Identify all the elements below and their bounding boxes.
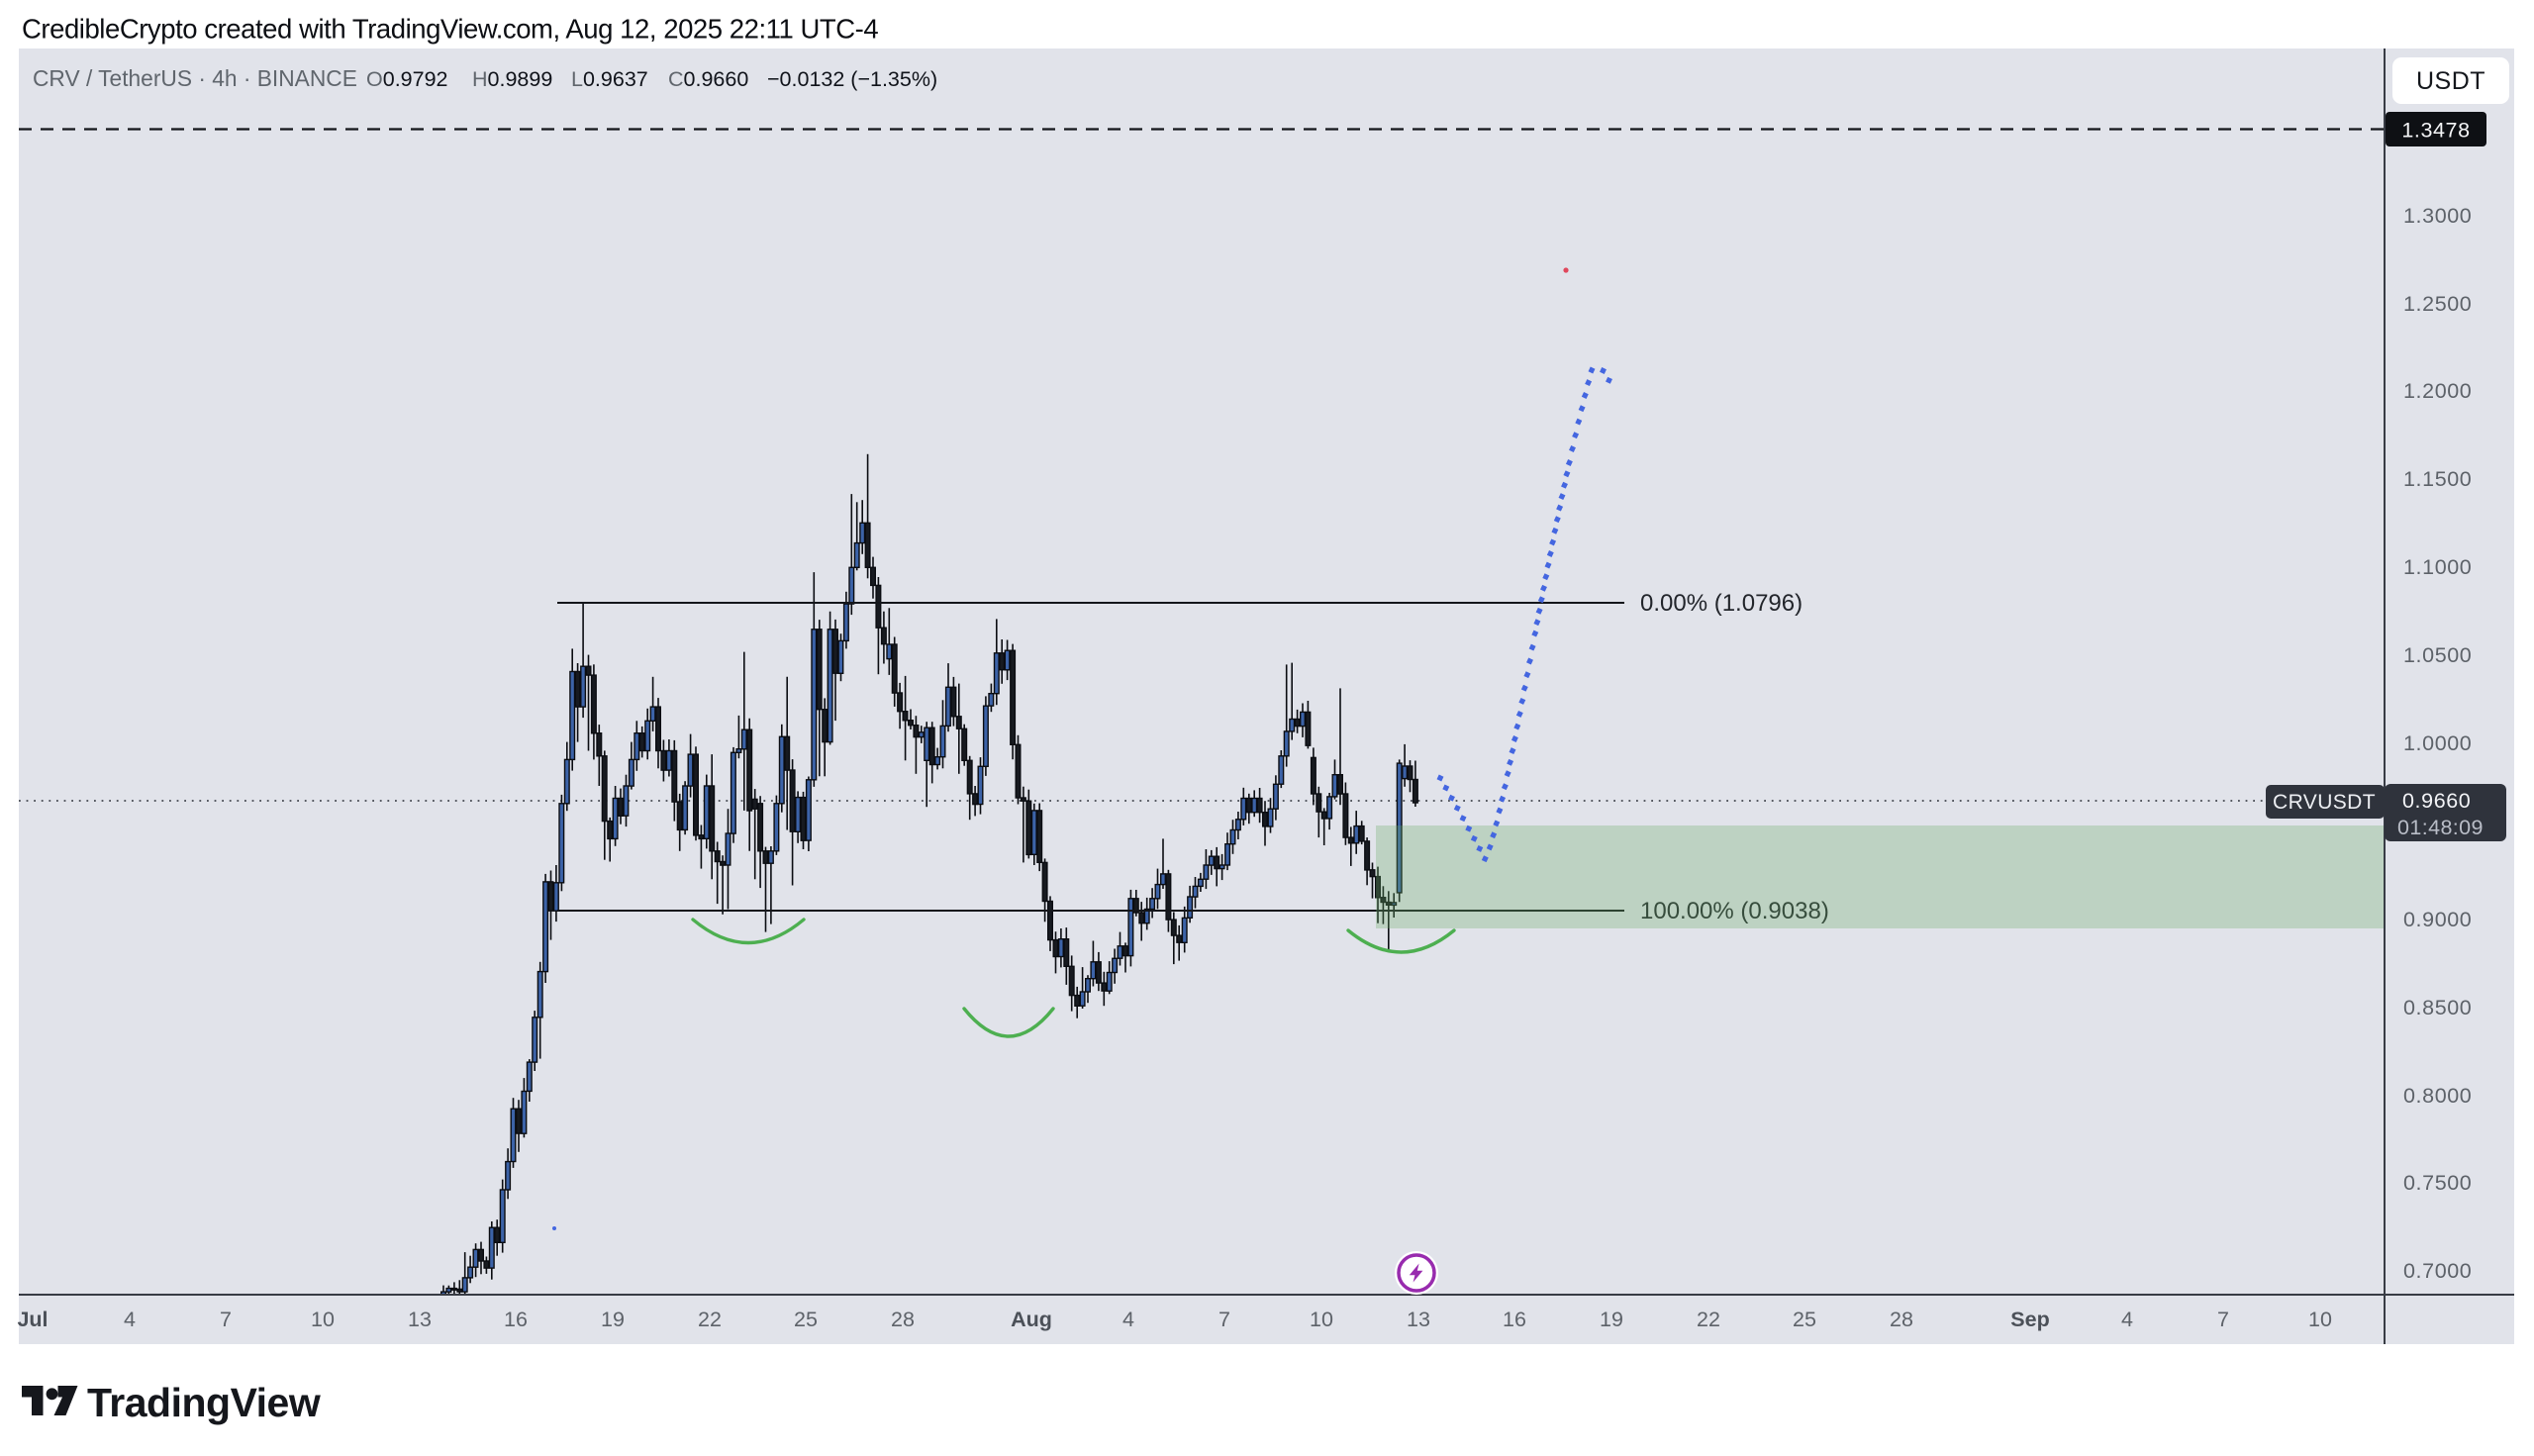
svg-text:16: 16 [504,1308,528,1331]
svg-text:−0.0132 (−1.35%): −0.0132 (−1.35%) [767,67,937,91]
svg-text:1.2000: 1.2000 [2403,379,2472,403]
svg-text:C0.9660: C0.9660 [668,67,748,91]
svg-text:TradingView: TradingView [87,1380,321,1425]
svg-text:H0.9899: H0.9899 [472,67,552,91]
svg-text:1.1500: 1.1500 [2403,467,2472,491]
svg-text:4: 4 [124,1308,136,1331]
svg-text:1.0000: 1.0000 [2403,731,2472,755]
svg-text:Aug: Aug [1011,1308,1052,1331]
svg-text:1.1000: 1.1000 [2403,555,2472,579]
svg-text:USDT: USDT [2416,67,2485,95]
svg-text:10: 10 [1310,1308,1333,1331]
svg-text:19: 19 [601,1308,625,1331]
svg-text:0.8500: 0.8500 [2403,996,2472,1019]
svg-text:4: 4 [1122,1308,1134,1331]
svg-text:10: 10 [2308,1308,2332,1331]
svg-text:25: 25 [794,1308,818,1331]
svg-text:CredibleCrypto created with Tr: CredibleCrypto created with TradingView.… [22,14,878,45]
svg-text:1.3000: 1.3000 [2403,204,2472,228]
svg-text:13: 13 [408,1308,432,1331]
svg-text:4: 4 [2121,1308,2133,1331]
svg-text:0.7000: 0.7000 [2403,1259,2472,1283]
svg-text:0.8000: 0.8000 [2403,1084,2472,1108]
svg-text:1.3478: 1.3478 [2401,119,2470,143]
svg-text:22: 22 [1697,1308,1720,1331]
svg-text:7: 7 [2217,1308,2229,1331]
svg-text:Sep: Sep [2010,1308,2049,1331]
svg-text:O0.9792: O0.9792 [366,67,448,91]
svg-text:22: 22 [698,1308,722,1331]
svg-text:CRV / TetherUS · 4h · BINANCE: CRV / TetherUS · 4h · BINANCE [33,65,357,91]
svg-text:Jul: Jul [17,1308,48,1331]
svg-text:7: 7 [220,1308,232,1331]
svg-text:7: 7 [1218,1308,1230,1331]
svg-text:1.0500: 1.0500 [2403,643,2472,667]
svg-text:10: 10 [311,1308,335,1331]
svg-text:100.00% (0.9038): 100.00% (0.9038) [1640,898,1829,924]
svg-text:28: 28 [1890,1308,1913,1331]
svg-text:0.9660: 0.9660 [2402,789,2471,813]
svg-text:CRVUSDT: CRVUSDT [2273,791,2376,814]
svg-text:0.7500: 0.7500 [2403,1171,2472,1195]
svg-text:1.2500: 1.2500 [2403,292,2472,316]
svg-text:0.00% (1.0796): 0.00% (1.0796) [1640,590,1803,617]
svg-text:13: 13 [1407,1308,1430,1331]
svg-text:01:48:09: 01:48:09 [2397,816,2484,839]
svg-text:0.9000: 0.9000 [2403,908,2472,931]
svg-text:16: 16 [1503,1308,1526,1331]
svg-text:28: 28 [891,1308,915,1331]
svg-text:19: 19 [1600,1308,1623,1331]
svg-text:25: 25 [1793,1308,1816,1331]
svg-text:L0.9637: L0.9637 [571,67,648,91]
